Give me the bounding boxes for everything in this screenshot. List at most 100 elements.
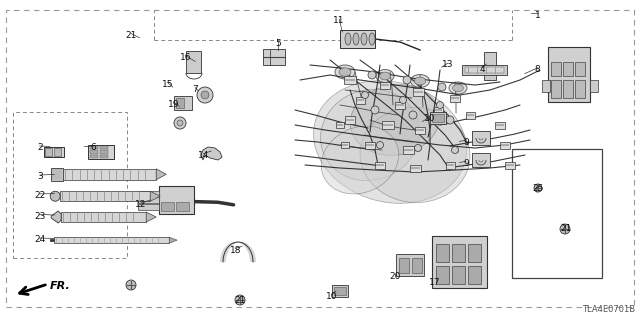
Circle shape <box>436 101 444 108</box>
Text: 19: 19 <box>168 100 180 109</box>
Bar <box>396 254 424 276</box>
Polygon shape <box>146 212 156 222</box>
Bar <box>452 244 465 262</box>
Bar <box>501 144 509 146</box>
Bar <box>465 67 504 73</box>
Text: 9: 9 <box>463 159 468 168</box>
Bar <box>100 146 108 149</box>
Circle shape <box>126 280 136 290</box>
Bar <box>332 285 348 297</box>
Bar <box>63 169 156 180</box>
Bar <box>51 168 63 181</box>
Bar <box>468 244 481 262</box>
Text: 13: 13 <box>442 60 454 69</box>
Bar <box>500 141 510 148</box>
Bar <box>563 80 573 98</box>
Circle shape <box>376 141 383 148</box>
Bar <box>186 51 201 73</box>
Bar <box>44 147 64 157</box>
Text: 21: 21 <box>560 224 572 233</box>
Bar <box>174 96 192 110</box>
Polygon shape <box>51 211 61 223</box>
Ellipse shape <box>321 126 399 194</box>
Text: 18: 18 <box>230 246 241 255</box>
Text: 8: 8 <box>535 65 540 74</box>
Bar <box>435 109 442 111</box>
Bar <box>506 164 514 166</box>
Text: 2: 2 <box>37 143 42 152</box>
Ellipse shape <box>449 82 467 94</box>
Bar <box>465 111 474 118</box>
Bar <box>138 197 159 203</box>
Bar <box>340 30 375 48</box>
Bar <box>430 112 446 124</box>
Bar <box>436 266 449 284</box>
Bar <box>375 162 385 169</box>
Bar <box>413 88 424 96</box>
Circle shape <box>50 191 60 201</box>
Bar <box>416 129 424 131</box>
Text: 20: 20 <box>390 272 401 281</box>
Bar <box>356 99 364 101</box>
Text: 5: 5 <box>276 39 281 48</box>
Bar <box>472 153 490 167</box>
Bar <box>551 62 561 76</box>
Bar <box>345 116 355 124</box>
Circle shape <box>415 145 422 151</box>
Text: 21: 21 <box>234 296 246 305</box>
Bar <box>436 244 449 262</box>
Ellipse shape <box>321 89 419 180</box>
Circle shape <box>399 97 406 103</box>
Text: 10: 10 <box>326 292 337 301</box>
Bar <box>575 80 585 98</box>
Text: 1: 1 <box>535 11 540 20</box>
Text: FR.: FR. <box>50 281 71 291</box>
Bar <box>341 142 349 148</box>
Bar <box>346 119 354 121</box>
Text: 14: 14 <box>198 151 209 160</box>
Bar <box>334 287 346 295</box>
Bar <box>475 156 485 164</box>
Bar <box>344 76 356 84</box>
Ellipse shape <box>345 33 351 45</box>
Text: 3: 3 <box>37 172 42 181</box>
Bar <box>263 49 285 65</box>
Bar <box>13 112 127 258</box>
Circle shape <box>438 83 446 91</box>
Bar <box>376 164 384 166</box>
Text: 10: 10 <box>424 114 436 123</box>
Bar <box>52 169 62 180</box>
Text: 21: 21 <box>125 31 137 40</box>
Text: TLA4E0701B: TLA4E0701B <box>582 305 635 314</box>
Bar <box>403 146 413 154</box>
Bar <box>396 104 404 106</box>
Ellipse shape <box>414 77 426 85</box>
Text: 9: 9 <box>463 138 468 147</box>
Bar <box>472 131 490 145</box>
Bar <box>403 149 413 151</box>
Bar <box>447 164 454 166</box>
Text: 6: 6 <box>90 143 95 152</box>
Bar <box>61 212 146 222</box>
Bar <box>88 145 114 159</box>
Bar <box>496 124 504 126</box>
Ellipse shape <box>350 85 440 155</box>
Polygon shape <box>156 169 166 180</box>
Bar <box>138 204 159 210</box>
Bar <box>355 97 365 103</box>
Bar <box>450 94 460 101</box>
Circle shape <box>201 91 209 99</box>
Ellipse shape <box>369 33 375 45</box>
Bar <box>45 148 52 156</box>
Circle shape <box>197 87 213 103</box>
Ellipse shape <box>410 75 429 87</box>
Bar <box>381 84 389 86</box>
Bar <box>452 266 465 284</box>
Ellipse shape <box>376 69 394 83</box>
Text: 11: 11 <box>333 16 345 25</box>
Bar <box>342 144 348 146</box>
Ellipse shape <box>380 72 390 80</box>
Bar <box>60 191 150 201</box>
Bar <box>336 122 344 128</box>
Bar <box>345 79 355 81</box>
